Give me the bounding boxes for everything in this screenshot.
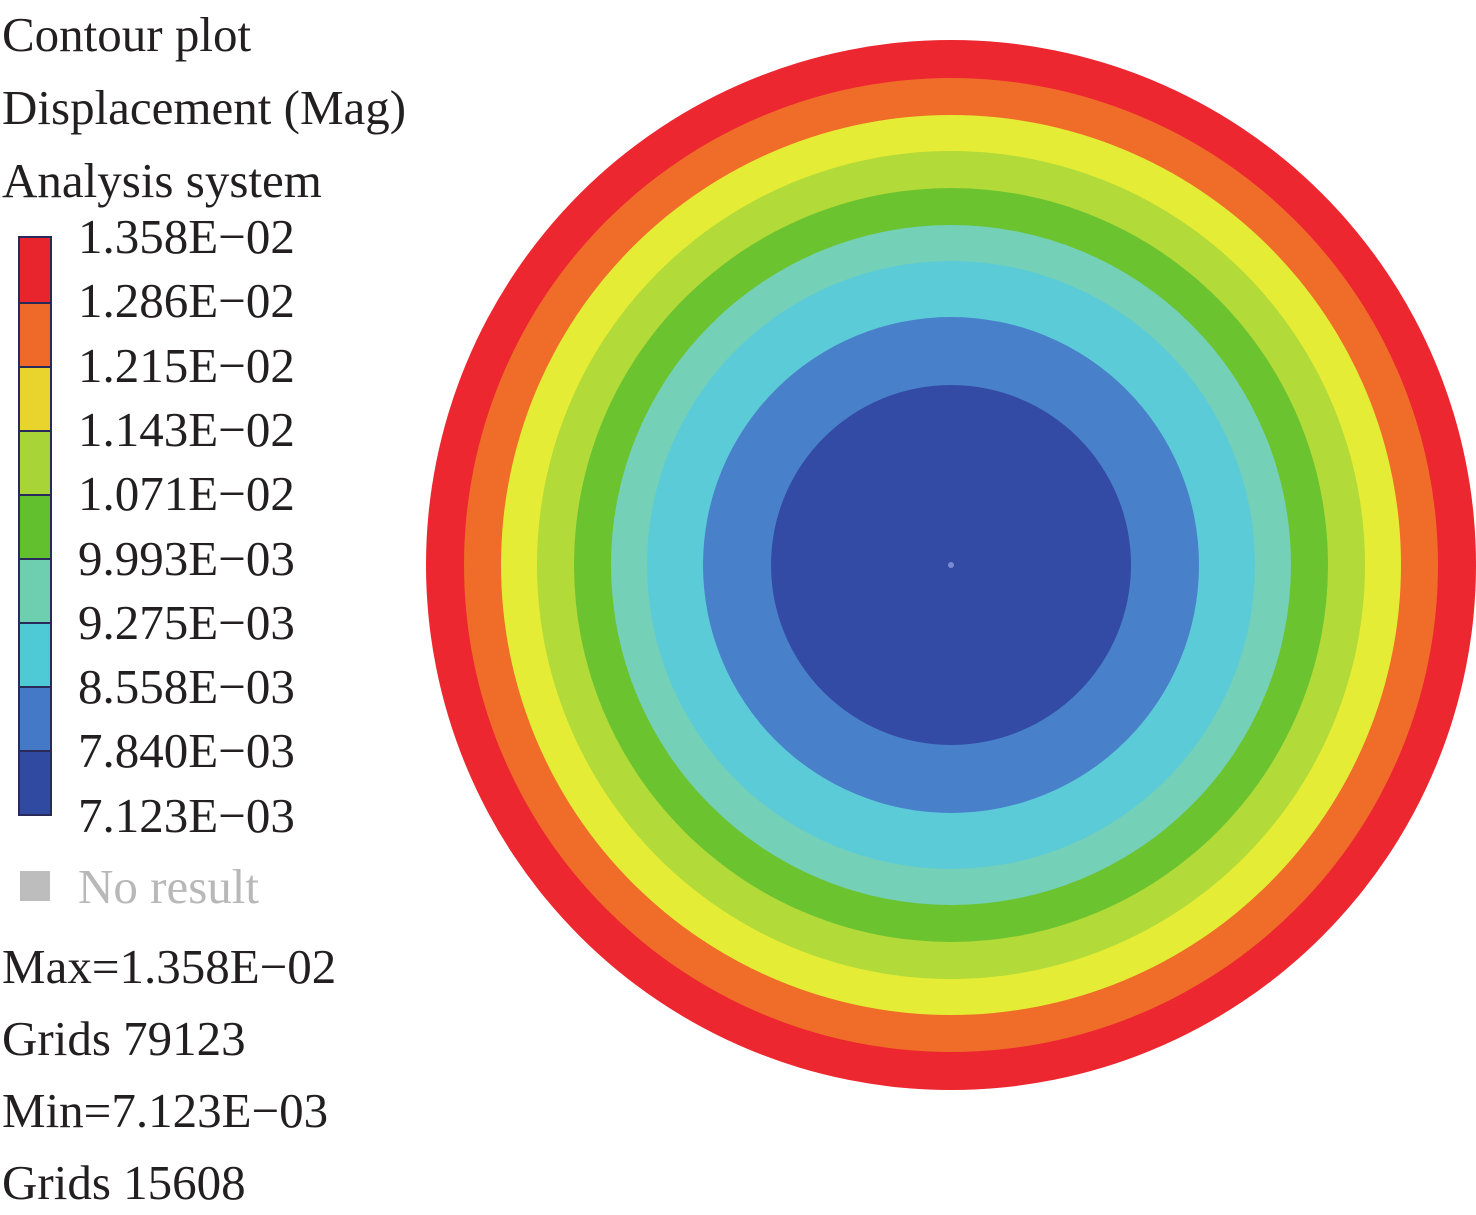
- center-marker: [948, 562, 954, 568]
- legend-band: [20, 750, 50, 814]
- legend-tick-label: 1.286E−02: [78, 273, 295, 329]
- legend-band: [20, 430, 50, 494]
- no-result-swatch: [20, 871, 50, 901]
- legend-band: [20, 558, 50, 622]
- legend-band: [20, 622, 50, 686]
- legend-band: [20, 494, 50, 558]
- legend-tick-label: 1.358E−02: [78, 209, 295, 264]
- result-type-label: Displacement (Mag): [2, 80, 407, 135]
- legend-band: [20, 238, 50, 302]
- plot-type-title: Contour plot: [2, 7, 252, 62]
- legend-tick-label: 1.143E−02: [78, 401, 295, 457]
- legend-tick-label: 9.993E−03: [78, 530, 295, 586]
- legend-band: [20, 366, 50, 430]
- max-grid-label: Grids 79123: [2, 1011, 246, 1066]
- legend-tick-label: 1.215E−02: [78, 337, 295, 393]
- legend-tick-label: 1.071E−02: [78, 466, 295, 522]
- legend-tick-label: 7.840E−03: [78, 723, 295, 779]
- legend-color-bar: [18, 236, 52, 816]
- displacement-contour-plot[interactable]: [426, 40, 1476, 1090]
- legend-band: [20, 686, 50, 750]
- min-grid-label: Grids 15608: [2, 1155, 246, 1210]
- legend-band: [20, 302, 50, 366]
- coordinate-system-label: Analysis system: [2, 153, 322, 208]
- no-result-legend-item: No result: [20, 858, 259, 914]
- min-value-label: Min=7.123E−03: [2, 1083, 329, 1138]
- no-result-label: No result: [78, 858, 259, 914]
- max-value-label: Max=1.358E−02: [2, 939, 337, 994]
- legend-tick-label: 7.123E−03: [78, 787, 295, 843]
- legend-tick-label: 8.558E−03: [78, 659, 295, 715]
- legend-tick-label: 9.275E−03: [78, 594, 295, 650]
